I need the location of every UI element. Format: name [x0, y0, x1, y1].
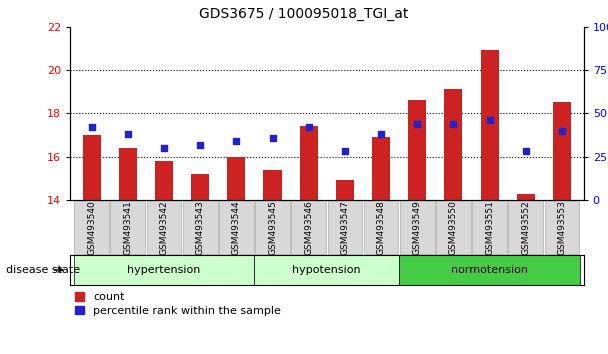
Point [340, 149, 350, 154]
Point [485, 118, 494, 123]
Point [268, 135, 277, 141]
Text: GSM493546: GSM493546 [304, 200, 313, 255]
Text: GSM493544: GSM493544 [232, 200, 241, 255]
Text: GSM493543: GSM493543 [196, 200, 205, 255]
Text: GSM493541: GSM493541 [123, 200, 133, 255]
Point [232, 138, 241, 144]
Bar [155, 161, 173, 200]
Text: GSM493552: GSM493552 [521, 200, 530, 255]
Text: GSM493545: GSM493545 [268, 200, 277, 255]
Point [87, 124, 97, 130]
Point [557, 128, 567, 133]
Bar [191, 174, 209, 200]
FancyBboxPatch shape [328, 201, 362, 254]
Point [123, 131, 133, 137]
Text: GSM493553: GSM493553 [558, 200, 567, 255]
Bar [480, 50, 499, 200]
Text: GDS3675 / 100095018_TGI_at: GDS3675 / 100095018_TGI_at [199, 7, 409, 21]
Text: GSM493548: GSM493548 [376, 200, 385, 255]
Bar [336, 181, 354, 200]
Text: disease state: disease state [6, 265, 80, 275]
Bar [263, 170, 282, 200]
Bar [83, 135, 101, 200]
Text: GSM493540: GSM493540 [87, 200, 96, 255]
Text: GSM493549: GSM493549 [413, 200, 422, 255]
FancyBboxPatch shape [183, 201, 218, 254]
Point [376, 131, 386, 137]
Point [304, 124, 314, 130]
FancyBboxPatch shape [147, 201, 181, 254]
FancyBboxPatch shape [545, 201, 579, 254]
Bar [300, 126, 318, 200]
Point [521, 149, 531, 154]
Point [449, 121, 458, 126]
FancyBboxPatch shape [508, 201, 543, 254]
FancyBboxPatch shape [74, 201, 109, 254]
Text: GSM493547: GSM493547 [340, 200, 350, 255]
FancyBboxPatch shape [254, 255, 399, 285]
FancyBboxPatch shape [291, 201, 326, 254]
FancyBboxPatch shape [400, 201, 435, 254]
Text: GSM493542: GSM493542 [159, 200, 168, 255]
FancyBboxPatch shape [364, 201, 398, 254]
Legend: count, percentile rank within the sample: count, percentile rank within the sample [75, 292, 281, 316]
Bar [372, 137, 390, 200]
Point [159, 145, 169, 151]
Text: normotension: normotension [451, 265, 528, 275]
Bar [553, 102, 571, 200]
Text: hypertension: hypertension [127, 265, 201, 275]
Bar [119, 148, 137, 200]
FancyBboxPatch shape [472, 201, 507, 254]
Bar [444, 90, 463, 200]
Text: GSM493550: GSM493550 [449, 200, 458, 255]
FancyBboxPatch shape [255, 201, 290, 254]
Point [195, 142, 205, 147]
FancyBboxPatch shape [111, 201, 145, 254]
Bar [227, 156, 246, 200]
Text: hypotension: hypotension [292, 265, 361, 275]
Point [412, 121, 422, 126]
FancyBboxPatch shape [219, 201, 254, 254]
Text: GSM493551: GSM493551 [485, 200, 494, 255]
FancyBboxPatch shape [74, 255, 254, 285]
FancyBboxPatch shape [436, 201, 471, 254]
Bar [517, 194, 535, 200]
FancyBboxPatch shape [399, 255, 580, 285]
Bar [408, 100, 426, 200]
